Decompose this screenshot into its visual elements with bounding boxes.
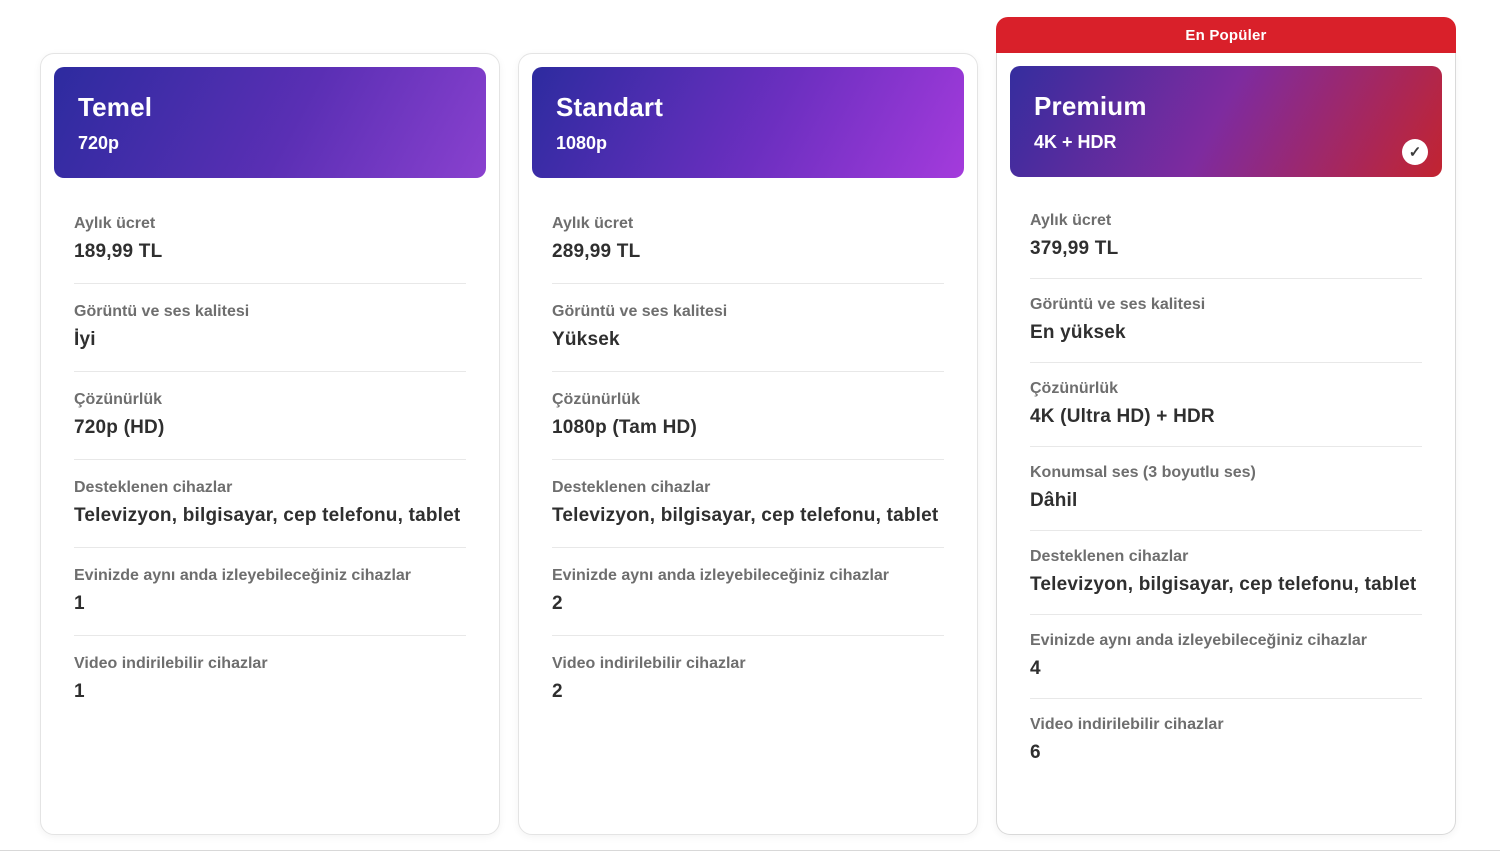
feature-value: 2 [552,593,563,614]
plan-subtitle: 1080p [556,133,608,153]
feature-row: Video indirilebilir cihazlar 6 [1030,699,1422,782]
plan-cards: Temel 720p Aylık ücret 189,99 TL Görüntü ve … [40,17,1456,835]
feature-label: Konumsal ses (3 boyutlu ses) [1030,464,1256,481]
plan-title: Premium [1034,91,1147,121]
page-bottom-divider [0,850,1500,851]
feature-label: Desteklenen cihazlar [1030,548,1189,565]
feature-value: 289,99 TL [552,241,641,262]
plan-subtitle: 4K + HDR [1034,132,1117,152]
plan-header-temel: Temel 720p [54,67,486,178]
feature-value: En yüksek [1030,322,1126,343]
feature-label: Görüntü ve ses kalitesi [74,303,250,320]
feature-label: Evinizde aynı anda izleyebileceğiniz cih… [552,567,890,584]
feature-value: 379,99 TL [1030,238,1119,259]
most-popular-badge: En Popüler [996,17,1456,53]
feature-value: 6 [1030,742,1041,763]
plan-features: Aylık ücret 189,99 TL Görüntü ve ses kalit… [41,191,499,743]
plan-title: Standart [556,92,664,122]
check-icon: ✓ [1402,139,1428,165]
feature-row: Evinizde aynı anda izleyebileceğiniz cih… [552,548,944,636]
plan-title: Temel [78,92,153,122]
feature-label: Aylık ücret [552,215,634,232]
feature-row: Evinizde aynı anda izleyebileceğiniz cih… [74,548,466,636]
feature-row: Çözünürlük 1080p (Tam HD) [552,372,944,460]
feature-value: 4 [1030,658,1041,679]
feature-label: Desteklenen cihazlar [74,479,233,496]
plan-card-body-temel: Temel 720p Aylık ücret 189,99 TL Görüntü ve … [40,53,500,835]
feature-label: Evinizde aynı anda izleyebileceğiniz cih… [74,567,412,584]
feature-label: Desteklenen cihazlar [552,479,711,496]
feature-value: 1080p (Tam HD) [552,417,697,438]
feature-row: Aylık ücret 189,99 TL [74,196,466,284]
feature-label: Görüntü ve ses kalitesi [552,303,728,320]
feature-value: Televizyon, bilgisayar, cep telefonu, ta… [74,505,461,526]
plan-header-standart: Standart 1080p [532,67,964,178]
feature-value: 4K (Ultra HD) + HDR [1030,406,1215,427]
plan-subtitle: 720p [78,133,120,153]
feature-value: 1 [74,681,85,702]
plan-features: Aylık ücret 289,99 TL Görüntü ve ses kalit… [519,191,977,743]
feature-row: Desteklenen cihazlar Televizyon, bilgisay… [74,460,466,548]
feature-label: Çözünürlük [74,391,162,408]
feature-value: 2 [552,681,563,702]
feature-value: İyi [74,329,96,350]
plan-card-temel[interactable]: Temel 720p Aylık ücret 189,99 TL Görüntü ve … [40,17,500,835]
plan-card-body-premium: Premium 4K + HDR ✓ Aylık ücret 379,99 TL Görü… [996,53,1456,835]
feature-row: Görüntü ve ses kalitesi Yüksek [552,284,944,372]
feature-row: Video indirilebilir cihazlar 1 [74,636,466,723]
plan-card-standart[interactable]: Standart 1080p Aylık ücret 289,99 TL Görüntü… [518,17,978,835]
feature-label: Görüntü ve ses kalitesi [1030,296,1206,313]
plan-card-body-standart: Standart 1080p Aylık ücret 289,99 TL Görüntü… [518,53,978,835]
feature-value: Televizyon, bilgisayar, cep telefonu, ta… [1030,574,1417,595]
feature-value: 189,99 TL [74,241,163,262]
feature-label: Evinizde aynı anda izleyebileceğiniz cih… [1030,632,1368,649]
feature-row: Konumsal ses (3 boyutlu ses) Dâhil [1030,447,1422,531]
feature-value: Yüksek [552,329,620,350]
feature-label: Aylık ücret [1030,212,1112,229]
feature-row: Çözünürlük 720p (HD) [74,372,466,460]
feature-value: Televizyon, bilgisayar, cep telefonu, ta… [552,505,939,526]
plan-header-premium: Premium 4K + HDR ✓ [1010,66,1442,177]
feature-label: Çözünürlük [552,391,640,408]
feature-row: Görüntü ve ses kalitesi En yüksek [1030,279,1422,363]
feature-value: 1 [74,593,85,614]
feature-row: Aylık ücret 379,99 TL [1030,195,1422,279]
feature-row: Aylık ücret 289,99 TL [552,196,944,284]
plan-card-premium[interactable]: En Popüler Premium 4K + HDR ✓ Aylık ücret 379… [996,17,1456,835]
feature-label: Çözünürlük [1030,380,1118,397]
feature-row: Desteklenen cihazlar Televizyon, bilgisay… [1030,531,1422,615]
feature-label: Video indirilebilir cihazlar [552,655,746,672]
feature-value: 720p (HD) [74,417,165,438]
feature-value: Dâhil [1030,490,1078,511]
feature-label: Video indirilebilir cihazlar [1030,716,1224,733]
feature-row: Çözünürlük 4K (Ultra HD) + HDR [1030,363,1422,447]
feature-label: Aylık ücret [74,215,156,232]
feature-row: Video indirilebilir cihazlar 2 [552,636,944,723]
feature-label: Video indirilebilir cihazlar [74,655,268,672]
plan-features: Aylık ücret 379,99 TL Görüntü ve ses kalit… [997,190,1455,802]
feature-row: Evinizde aynı anda izleyebileceğiniz cih… [1030,615,1422,699]
feature-row: Desteklenen cihazlar Televizyon, bilgisay… [552,460,944,548]
feature-row: Görüntü ve ses kalitesi İyi [74,284,466,372]
